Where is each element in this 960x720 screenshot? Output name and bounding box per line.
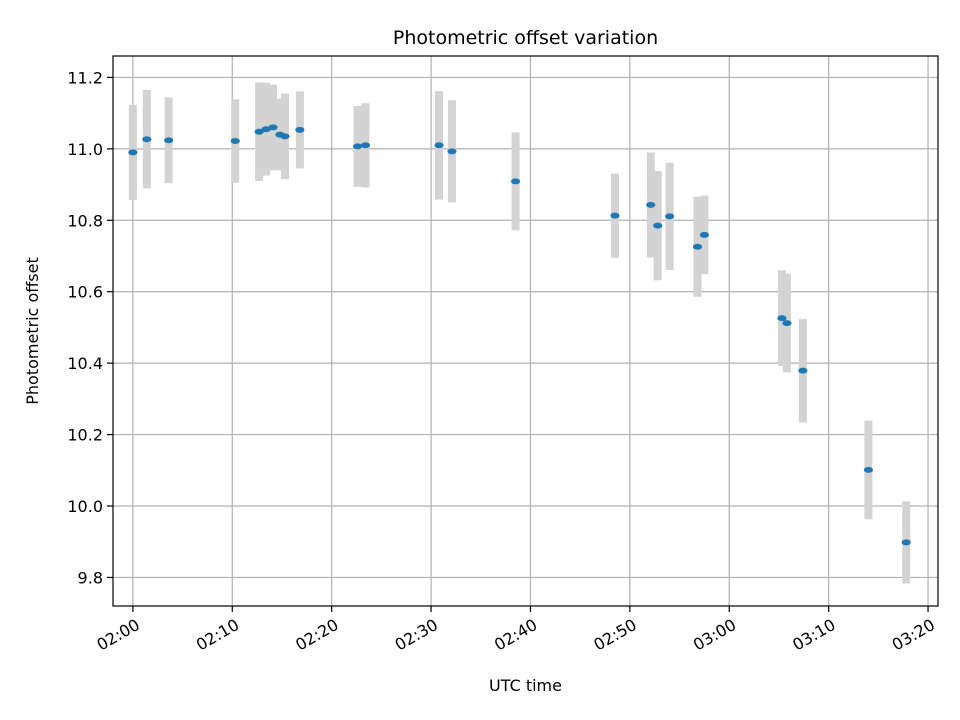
data-point [692,243,703,250]
x-tick-label: 02:20 [292,615,341,655]
x-tick-label: 02:40 [491,615,540,655]
data-point [230,138,240,144]
data-point [261,126,271,133]
error-bars [128,82,911,584]
x-tick-label: 03:20 [889,615,938,655]
y-tick-label: 10.6 [67,283,103,302]
data-point [699,231,710,238]
x-tick-label: 02:30 [392,615,441,655]
chart-title: Photometric offset variation [393,27,658,49]
x-axis-label: UTC time [489,676,562,695]
data-point [653,222,663,229]
data-point [268,124,278,131]
y-tick-label: 9.8 [78,568,103,587]
data-point [352,143,363,150]
data-point [510,178,521,185]
data-point [782,320,792,327]
data-point [254,128,264,135]
plot-frame [112,55,939,607]
y-axis-label: Photometric offset [23,257,42,405]
y-tick-label: 11.2 [67,68,103,87]
data-point [777,315,787,322]
data-point [280,133,290,140]
data-point [295,126,305,133]
data-point [665,213,675,220]
y-tick-label: 11.0 [67,140,103,159]
data-point [863,466,874,473]
x-tick-label: 02:50 [590,615,639,655]
data-point [128,149,138,156]
data-point [610,212,620,219]
data-point [142,136,152,143]
data-points [128,124,911,546]
data-point [164,137,174,144]
data-point [901,539,911,546]
data-point [434,142,444,149]
data-point [447,148,457,155]
x-tick-label: 02:10 [193,615,242,655]
x-tick-label: 03:00 [690,615,739,655]
data-point [798,367,808,374]
x-tick-label: 03:10 [789,615,838,655]
y-tick-label: 10.2 [67,426,103,445]
y-tick-label: 10.8 [67,211,103,230]
data-point [646,201,656,208]
data-point [360,142,371,149]
axis-ticks: 02:00 02:10 02:20 02:30 02:40 02:50 03:00 03:10… [67,68,938,654]
y-tick-label: 10.4 [67,354,103,373]
y-tick-label: 10.0 [67,497,103,516]
x-tick-label: 02:00 [93,615,142,655]
